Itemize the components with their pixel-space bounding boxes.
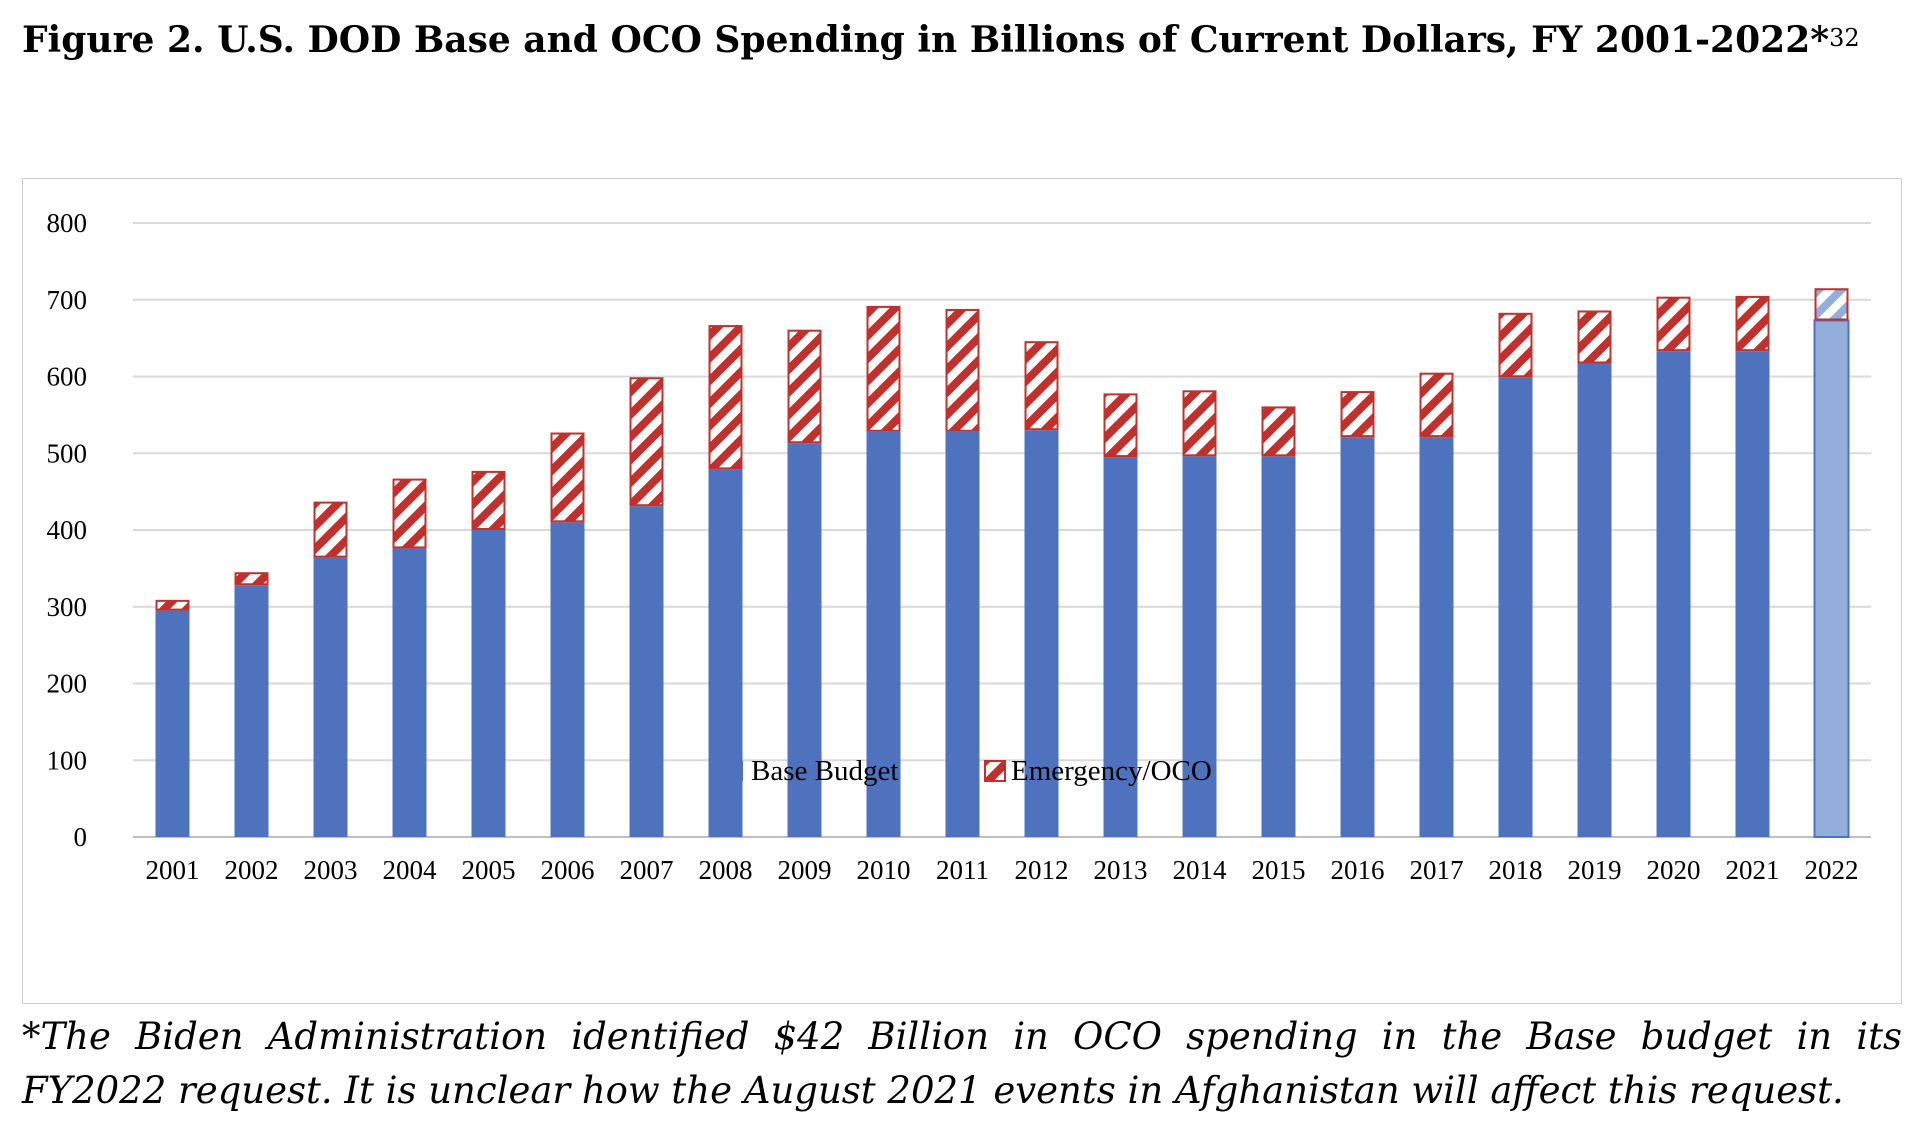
y-tick-label: 500 [47,438,88,468]
chart-note: *The Biden Administration identified $42… [22,1010,1902,1118]
bar-base-2001 [155,610,190,837]
legend-label-base-budget: Base Budget [751,755,898,787]
bar-base-2015 [1261,456,1296,837]
x-tick-label: 2016 [1331,855,1385,885]
bar-base-2018 [1498,377,1533,837]
figure-title: Figure 2. U.S. DOD Base and OCO Spending… [22,16,1902,64]
y-tick-label: 200 [47,669,88,699]
legend-swatch-base-budget [723,761,743,781]
bar-oco-2018 [1498,312,1533,378]
bar-oco-2009 [787,329,822,444]
x-tick-label: 2005 [462,855,516,885]
x-tick-label: 2018 [1489,855,1543,885]
bar-oco-2007 [629,377,664,507]
bar-base-2022 [1813,319,1850,839]
legend-swatch-emergency-oco [984,760,1006,782]
figure-title-text: Figure 2. U.S. DOD Base and OCO Spending… [22,19,1830,61]
bar-oco-2022 [1814,288,1849,321]
legend-label-emergency-oco: Emergency/OCO [1011,755,1212,787]
bar-oco-2008 [708,325,743,470]
bar-oco-2011 [945,308,980,432]
bar-oco-2006 [550,432,585,523]
bar-oco-2014 [1182,390,1217,457]
note-line-2: FY2022 request. It is unclear how the Au… [22,1069,1844,1112]
bar-oco-2001 [155,599,190,611]
bar-oco-2016 [1340,391,1375,438]
y-tick-label: 100 [47,745,88,775]
bar-base-2004 [392,548,427,837]
bar-oco-2012 [1024,341,1059,431]
y-tick-label: 700 [47,285,88,315]
x-tick-label: 2014 [1173,855,1228,885]
x-tick-label: 2009 [778,855,832,885]
x-tick-label: 2010 [857,855,911,885]
bar-base-2012 [1024,430,1059,837]
note-line-1: *The Biden Administration identified $42… [22,1015,1902,1058]
bar-oco-2020 [1656,296,1691,352]
y-tick-label: 800 [47,208,88,238]
x-tick-label: 2006 [541,855,595,885]
bar-oco-2017 [1419,372,1454,438]
x-tick-label: 2020 [1647,855,1701,885]
bar-oco-2004 [392,478,427,549]
x-tick-label: 2017 [1410,855,1464,885]
x-tick-label: 2008 [699,855,753,885]
bar-base-2014 [1182,456,1217,837]
bar-oco-2010 [866,305,901,432]
bar-base-2021 [1735,351,1770,837]
bar-base-2017 [1419,437,1454,837]
bar-oco-2003 [313,501,348,558]
bar-base-2011 [945,431,980,837]
x-tick-label: 2019 [1568,855,1622,885]
x-tick-label: 2001 [146,855,200,885]
legend: Base Budget Emergency/OCO [723,755,1212,787]
x-tick-label: 2012 [1015,855,1069,885]
bar-base-2005 [471,530,506,837]
bars [155,288,1850,839]
x-tick-label: 2002 [225,855,279,885]
bar-base-2007 [629,506,664,837]
bar-base-2003 [313,557,348,837]
bar-oco-2015 [1261,406,1296,457]
x-tick-label: 2013 [1094,855,1148,885]
bar-base-2019 [1577,363,1612,837]
x-tick-label: 2004 [383,855,438,885]
footnote-ref: 32 [1829,24,1860,52]
x-tick-label: 2015 [1252,855,1306,885]
bar-base-2016 [1340,437,1375,837]
bar-base-2006 [550,522,585,837]
x-tick-label: 2007 [620,855,674,885]
x-tick-label: 2022 [1805,855,1859,885]
y-tick-label: 0 [74,822,88,852]
bar-base-2009 [787,443,822,837]
bar-base-2010 [866,431,901,837]
y-tick-label: 400 [47,515,88,545]
bar-oco-2021 [1735,295,1770,352]
x-tick-label: 2003 [304,855,358,885]
x-tick-label: 2011 [936,855,989,885]
bar-oco-2002 [234,572,269,586]
bar-base-2002 [234,585,269,837]
bar-base-2013 [1103,457,1138,837]
x-axis: 2001 2002 2003 2004 2005 2006 2007 2008 2009 2010… [146,855,1859,885]
bar-oco-2013 [1103,393,1138,458]
bar-oco-2019 [1577,310,1612,364]
bar-oco-2005 [471,470,506,530]
bar-base-2020 [1656,351,1691,837]
x-tick-label: 2021 [1726,855,1780,885]
chart-area: 0 100 200 300 400 500 600 700 800 2001 2002 2003 20… [22,178,1902,1004]
y-tick-label: 600 [47,362,88,392]
y-axis: 0 100 200 300 400 500 600 700 800 [47,208,88,852]
bar-base-2008 [708,469,743,837]
y-tick-label: 300 [47,592,88,622]
